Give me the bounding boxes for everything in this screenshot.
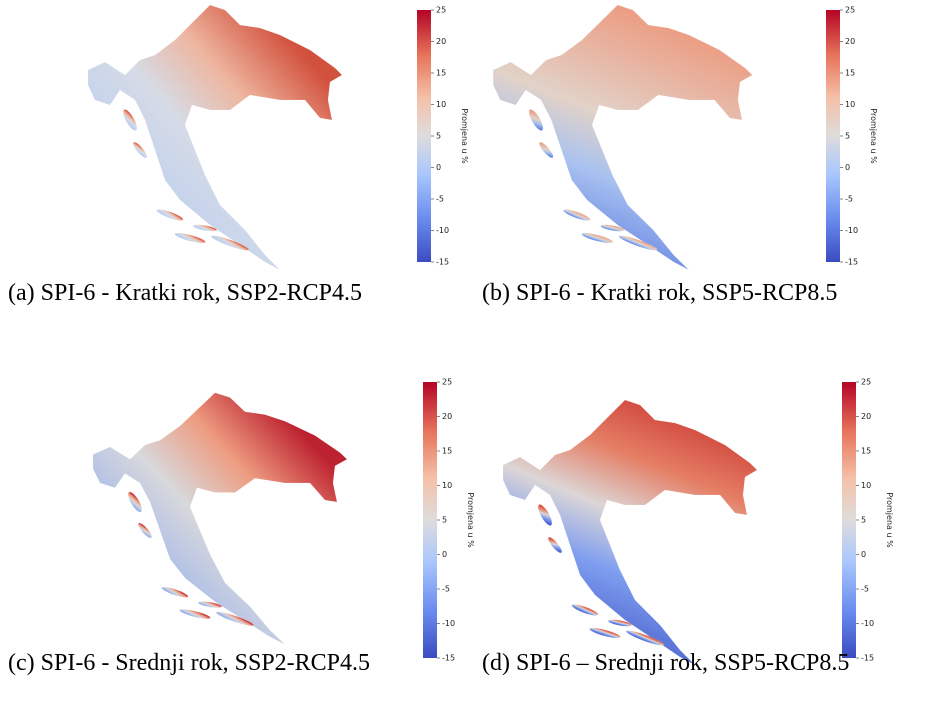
- tick-label: 0: [861, 550, 866, 559]
- tick-label: 25: [442, 378, 452, 387]
- colorbar: [417, 10, 431, 262]
- tick-label: 10: [845, 100, 855, 109]
- tick-label: -10: [436, 226, 449, 235]
- tick-label: -5: [442, 585, 450, 594]
- tick-label: 20: [442, 412, 452, 421]
- tick-label: 15: [845, 69, 855, 78]
- tick-label: 25: [436, 6, 446, 15]
- tick-label: 0: [845, 163, 850, 172]
- colorbar-label: Promjena u %: [869, 108, 878, 164]
- tick-label: 15: [436, 69, 446, 78]
- tick-label: -15: [436, 258, 449, 267]
- tick-label: -10: [845, 226, 858, 235]
- tick-label: 10: [436, 100, 446, 109]
- map: [87, 4, 343, 271]
- tick-label: -5: [845, 195, 853, 204]
- tick-label: 10: [861, 481, 871, 490]
- tick-label: -15: [442, 654, 455, 663]
- tick-label: 15: [442, 447, 452, 456]
- tick-label: -5: [436, 195, 444, 204]
- map: [492, 4, 753, 271]
- caption: (c) SPI-6 - Srednji rok, SSP2-RCP4.5: [8, 650, 370, 676]
- colorbar: [826, 10, 840, 262]
- tick-label: 15: [861, 447, 871, 456]
- tick-label: 5: [436, 132, 441, 141]
- tick-label: -10: [442, 619, 455, 628]
- colorbar: [842, 382, 856, 658]
- tick-label: -10: [861, 619, 874, 628]
- caption: (b) SPI-6 - Kratki rok, SSP5-RCP8.5: [482, 280, 837, 306]
- caption: (a) SPI-6 - Kratki rok, SSP2-RCP4.5: [8, 280, 362, 306]
- colorbar-label: Promjena u %: [460, 108, 469, 164]
- tick-label: 20: [436, 37, 446, 46]
- tick-label: -15: [861, 654, 874, 663]
- tick-label: 20: [861, 412, 871, 421]
- tick-label: 0: [436, 163, 441, 172]
- tick-label: 20: [845, 37, 855, 46]
- tick-label: 5: [845, 132, 850, 141]
- tick-label: 5: [442, 516, 447, 525]
- tick-label: 25: [861, 378, 871, 387]
- tick-label: 10: [442, 481, 452, 490]
- caption: (d) SPI-6 – Srednji rok, SSP5-RCP8.5: [482, 650, 849, 676]
- colorbar: [423, 382, 437, 658]
- map: [502, 399, 758, 666]
- tick-label: -15: [845, 258, 858, 267]
- map: [92, 392, 348, 645]
- tick-label: 25: [845, 6, 855, 15]
- tick-label: -5: [861, 585, 869, 594]
- colorbar-label: Promjena u %: [885, 492, 894, 548]
- colorbar-label: Promjena u %: [466, 492, 475, 548]
- tick-label: 0: [442, 550, 447, 559]
- tick-label: 5: [861, 516, 866, 525]
